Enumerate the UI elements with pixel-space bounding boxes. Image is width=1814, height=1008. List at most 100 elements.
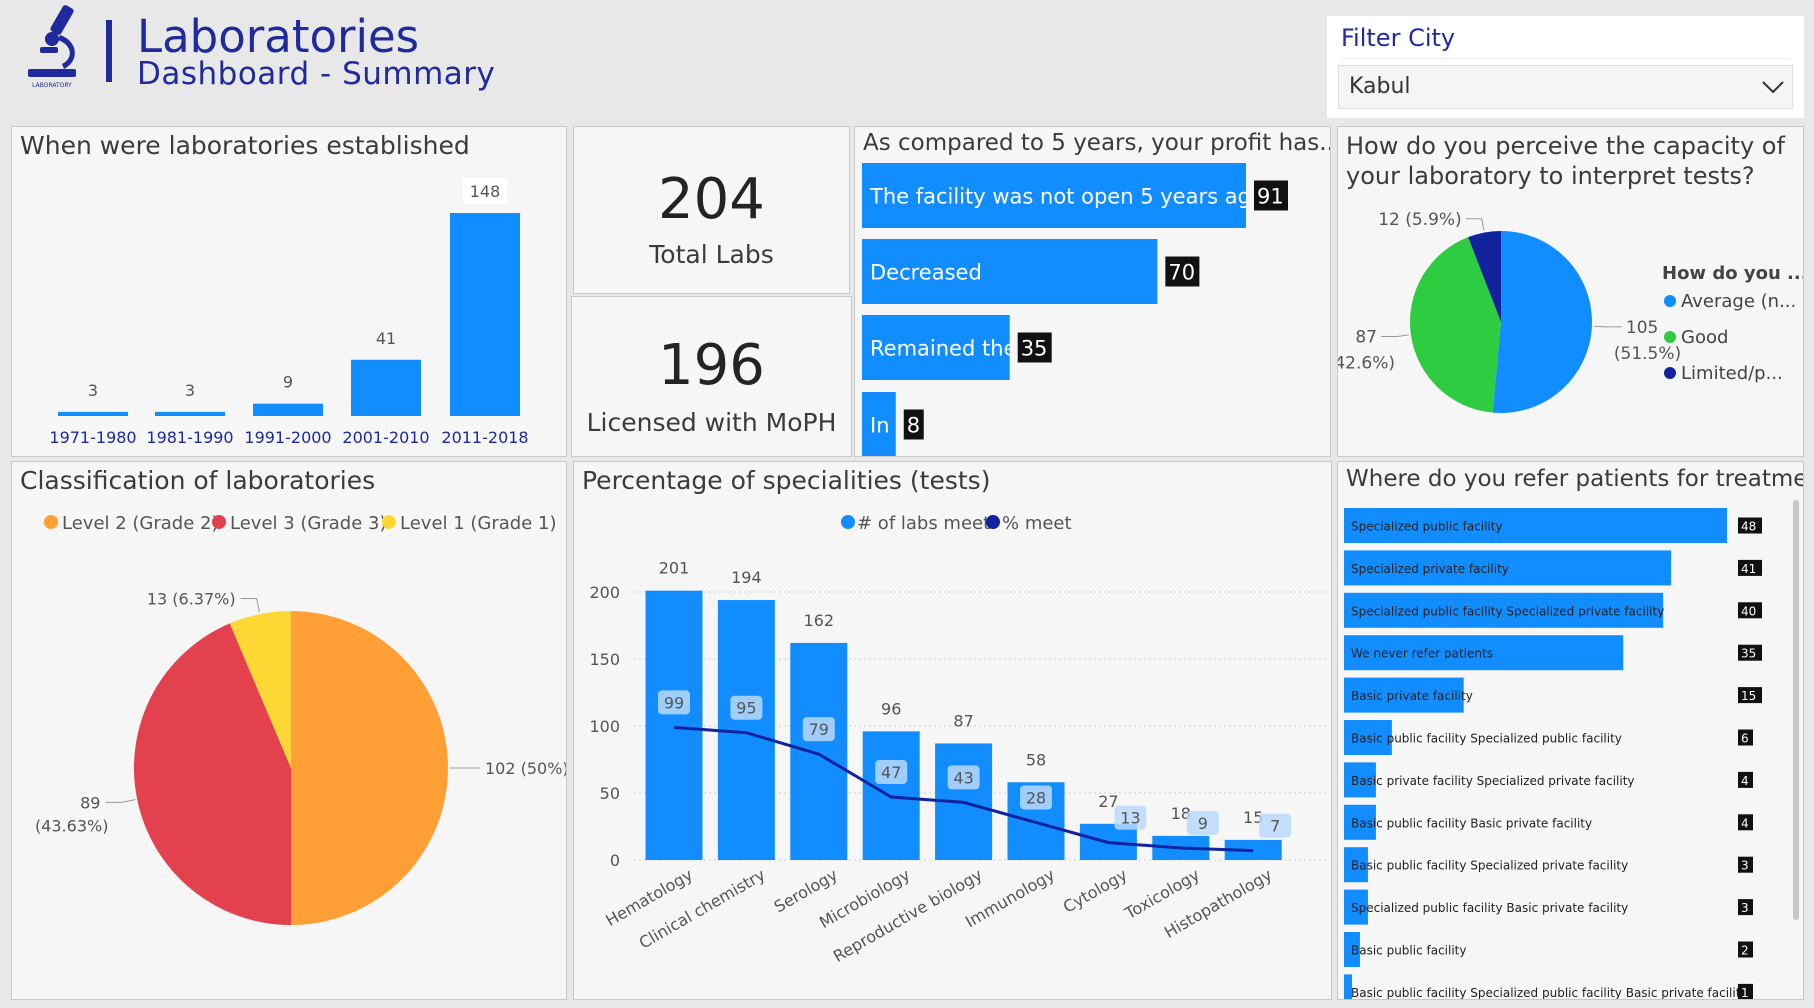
established-data-label-2: 9	[283, 373, 293, 392]
refer-bar-7	[1344, 804, 1376, 840]
profit-title: As compared to 5 years, your profit has.…	[863, 130, 1331, 156]
specialities-legend-marker-0	[841, 515, 855, 529]
profit-value-label-0: 91	[1257, 185, 1284, 209]
established-title: When were laboratories established	[20, 131, 470, 160]
specialities-line-label-6: 13	[1120, 809, 1140, 828]
refer-category-label-5: Basic public facility Specialized public…	[1351, 732, 1622, 746]
established-chart: 3 1971-1980 3 1981-1990 9 1991-2000 41 2001-201…	[49, 178, 529, 447]
established-tick-label-0: 1971-1980	[49, 428, 136, 447]
established-data-label-0: 3	[88, 381, 98, 400]
classification-panel: Classification of laboratories Level 2 (…	[11, 461, 567, 1000]
capacity-label-pct-0: (51.5%)	[1614, 344, 1681, 364]
specialities-y-tick-4: 200	[589, 583, 620, 602]
refer-scrollbar[interactable]	[1793, 500, 1799, 920]
refer-chart: Specialized public facility 48 Specialized…	[1344, 508, 1762, 1000]
refer-category-label-10: Basic public facility	[1351, 944, 1467, 958]
filter-divider	[1341, 58, 1791, 59]
specialities-y-tick-0: 0	[610, 851, 620, 870]
refer-value-bg-10	[1738, 941, 1753, 958]
capacity-slice-2	[1468, 231, 1501, 322]
classification-label-num-0: 102 (50%)	[485, 759, 567, 778]
refer-category-label-0: Specialized public facility	[1351, 520, 1503, 534]
city-dropdown[interactable]: Kabul	[1338, 65, 1793, 109]
profit-value-label-3: 8	[907, 414, 920, 438]
filter-label: Filter City	[1341, 24, 1456, 52]
refer-value-bg-1	[1738, 559, 1762, 576]
specialities-bar-label-0: 201	[659, 559, 690, 578]
established-bar-3	[351, 359, 421, 416]
kpi-total-value: 204	[658, 167, 765, 232]
capacity-label-pct-1: (42.6%)	[1338, 354, 1395, 374]
refer-value-label-4: 15	[1741, 689, 1756, 703]
specialities-line-label-7: 9	[1198, 814, 1208, 833]
refer-value-label-9: 3	[1741, 901, 1749, 915]
specialities-line-label-bg-3	[875, 760, 908, 785]
specialities-line-label-bg-7	[1186, 810, 1219, 835]
classification-chart: Level 2 (Grade 2) Level 3 (Grade 3) Level …	[35, 513, 567, 925]
profit-value-label-2: 35	[1021, 337, 1048, 361]
established-panel: When were laboratories established 3 1971…	[11, 126, 567, 457]
capacity-label-num-0: 105	[1626, 318, 1658, 338]
profit-category-label-1: Decreased	[870, 261, 982, 285]
refer-panel: Where do you refer patients for treatmen…	[1337, 461, 1804, 1000]
specialities-line-label-bg-8	[1259, 813, 1292, 838]
page-title: Laboratories	[137, 10, 420, 63]
specialities-bar-label-5: 58	[1026, 750, 1046, 769]
refer-value-bg-0	[1738, 517, 1762, 534]
specialities-title: Percentage of specialities (tests)	[582, 466, 991, 495]
specialities-panel: Percentage of specialities (tests) # of …	[573, 461, 1332, 1000]
specialities-line-label-2: 79	[809, 720, 829, 739]
classification-label-num-1: 89	[80, 793, 100, 812]
refer-value-bg-7	[1738, 814, 1753, 831]
established-bar-2	[253, 403, 323, 416]
classification-leader-1	[105, 799, 136, 803]
specialities-y-tick-2: 100	[589, 717, 620, 736]
profit-bar-0	[862, 163, 1246, 228]
profit-bar-1	[862, 239, 1158, 304]
refer-value-bg-3	[1738, 644, 1762, 661]
specialities-y-tick-1: 50	[600, 784, 620, 803]
refer-bar-3	[1344, 635, 1624, 671]
classification-leader-2	[240, 597, 260, 613]
classification-label-pct-1: (43.63%)	[35, 816, 109, 835]
city-filter: Filter City Kabul	[1327, 16, 1804, 118]
established-tick-label-3: 2001-2010	[342, 428, 429, 447]
capacity-leader-2	[1465, 218, 1485, 231]
capacity-legend-marker-0	[1664, 295, 1676, 307]
established-bar-0	[58, 411, 128, 416]
refer-value-bg-8	[1738, 856, 1753, 873]
refer-bar-11	[1344, 974, 1352, 999]
specialities-line-label-4: 43	[953, 768, 973, 787]
refer-category-label-1: Specialized private facility	[1351, 562, 1509, 576]
capacity-panel: How do you perceive the capacity of your…	[1337, 126, 1804, 457]
refer-value-bg-9	[1738, 899, 1753, 916]
specialities-line	[673, 725, 1254, 853]
established-bar-4	[450, 213, 520, 416]
specialities-bar-2	[790, 642, 848, 860]
specialities-bar-label-3: 96	[881, 699, 901, 718]
profit-value-bg-3	[903, 409, 924, 440]
refer-category-label-6: Basic private facility Specialized priva…	[1351, 774, 1635, 788]
classification-legend-label-2: Level 1 (Grade 1)	[400, 513, 557, 534]
specialities-bar-label-8: 15	[1243, 808, 1263, 827]
specialities-bar-0	[645, 590, 703, 860]
refer-category-label-9: Specialized public facility Basic privat…	[1351, 901, 1628, 915]
profit-bar-2	[862, 315, 1010, 380]
profit-value-bg-1	[1165, 256, 1200, 287]
refer-value-label-8: 3	[1741, 859, 1749, 873]
specialities-line-label-8: 7	[1270, 817, 1280, 836]
refer-bar-6	[1344, 762, 1376, 798]
refer-value-label-11: 1	[1741, 986, 1749, 1000]
established-data-label-4: 148	[470, 182, 501, 201]
capacity-chart: 105 (51.5%) 87 (42.6%) 12 (5.9%) How do you .…	[1338, 210, 1803, 413]
city-dropdown-value: Kabul	[1349, 74, 1411, 99]
specialities-line-label-bg-0	[658, 690, 690, 715]
refer-value-label-7: 4	[1741, 816, 1749, 830]
refer-category-label-7: Basic public facility Basic private faci…	[1351, 816, 1592, 830]
logo-text: LABORATORY	[32, 82, 72, 89]
refer-bar-5	[1344, 720, 1392, 755]
kpi-total-label: Total Labs	[649, 240, 774, 269]
profit-category-label-0: The facility was not open 5 years ago	[869, 185, 1264, 209]
refer-category-label-3: We never refer patients	[1351, 647, 1493, 661]
